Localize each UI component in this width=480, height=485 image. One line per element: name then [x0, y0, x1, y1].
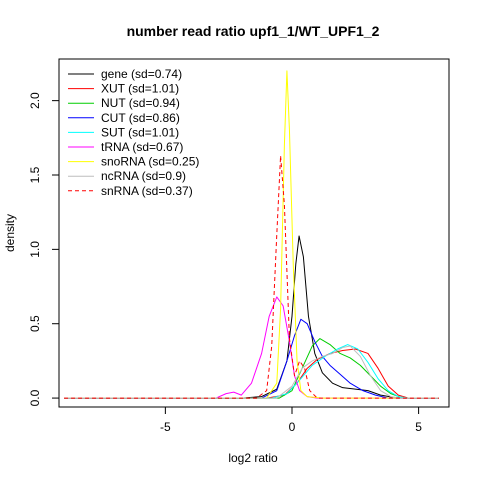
x-axis-label: log2 ratio — [228, 451, 278, 465]
series-line — [64, 235, 439, 399]
legend-label: tRNA (sd=0.67) — [101, 140, 183, 154]
series-line — [64, 70, 439, 399]
x-tick-label: 0 — [289, 420, 296, 434]
y-tick-label: 0.5 — [28, 315, 42, 332]
legend-label: ncRNA (sd=0.9) — [101, 169, 186, 183]
legend-label: NUT (sd=0.94) — [101, 96, 180, 110]
y-tick-label: 0.0 — [28, 389, 42, 406]
series-layer — [64, 70, 439, 399]
x-tick-label: 5 — [415, 420, 422, 434]
legend-label: SUT (sd=1.01) — [101, 125, 179, 139]
legend-label: snRNA (sd=0.37) — [101, 184, 193, 198]
y-axis-label: density — [3, 214, 17, 252]
legend-label: CUT (sd=0.86) — [101, 111, 180, 125]
series-line — [64, 348, 439, 399]
x-tick-label: -5 — [160, 420, 171, 434]
chart-title: number read ratio upf1_1/WT_UPF1_2 — [127, 23, 380, 39]
legend: gene (sd=0.74)XUT (sd=1.01)NUT (sd=0.94)… — [68, 67, 199, 198]
legend-label: gene (sd=0.74) — [101, 67, 182, 81]
x-axis: -5 0 5 — [160, 406, 422, 434]
series-line — [64, 318, 439, 399]
legend-label: snoRNA (sd=0.25) — [101, 155, 199, 169]
y-axis: 0.0 0.5 1.0 1.5 2.0 — [28, 92, 60, 406]
series-line — [64, 345, 439, 399]
y-tick-label: 1.5 — [28, 166, 42, 183]
y-tick-label: 2.0 — [28, 92, 42, 109]
series-line — [64, 155, 439, 399]
series-line — [64, 344, 439, 399]
legend-label: XUT (sd=1.01) — [101, 82, 179, 96]
series-line — [64, 338, 439, 399]
y-tick-label: 1.0 — [28, 241, 42, 258]
series-line — [64, 296, 439, 399]
